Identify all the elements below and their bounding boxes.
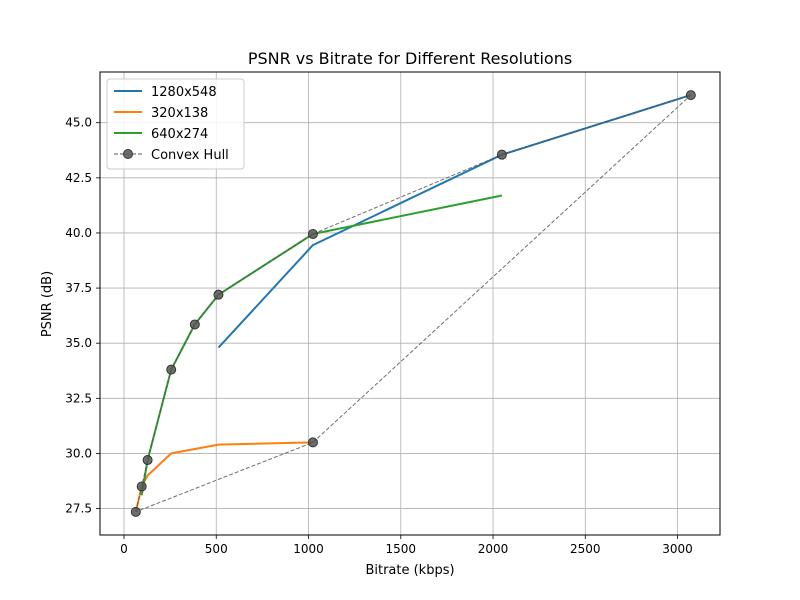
- legend: 1280x548 320x138 640x274 Convex Hull: [106, 78, 245, 170]
- x-axis-label: Bitrate (kbps): [365, 563, 454, 578]
- y-tick-label: 30.0: [65, 446, 92, 460]
- legend-label: 640x274: [151, 127, 208, 142]
- convex-hull-point: [307, 437, 318, 448]
- y-tick-label: 32.5: [65, 391, 92, 405]
- plot-series: [130, 90, 696, 517]
- convex-hull-point: [130, 506, 141, 517]
- axis-ticks: 0 500 1000 1500 2000 2500 3000 27.5 30.0 32.5 35.0…: [65, 116, 693, 556]
- legend-swatch-marker: [123, 149, 133, 159]
- y-tick-label: 40.0: [65, 226, 92, 240]
- convex-hull-point: [142, 455, 153, 466]
- y-tick-label: 27.5: [65, 502, 92, 516]
- legend-box: [106, 78, 245, 170]
- convex-hull-point: [136, 481, 147, 492]
- convex-hull-point: [213, 289, 224, 300]
- x-tick-label: 500: [205, 542, 228, 556]
- y-tick-label: 45.0: [65, 116, 92, 130]
- chart-title: PSNR vs Bitrate for Different Resolution…: [248, 49, 572, 68]
- axes-frame: [99, 71, 721, 536]
- legend-label: Convex Hull: [151, 148, 229, 163]
- x-tick-label: 2500: [570, 542, 601, 556]
- convex-hull-point: [685, 90, 696, 101]
- y-tick-label: 37.5: [65, 281, 92, 295]
- convex-hull-point: [189, 319, 200, 330]
- grid: [100, 72, 720, 535]
- x-tick-label: 0: [120, 542, 128, 556]
- convex-hull-point: [307, 229, 318, 240]
- legend-label: 1280x548: [151, 85, 217, 100]
- y-tick-label: 35.0: [65, 336, 92, 350]
- x-tick-label: 1500: [386, 542, 417, 556]
- y-axis-label: PSNR (dB): [40, 271, 55, 337]
- x-tick-label: 1000: [293, 542, 324, 556]
- convex-hull-point: [496, 149, 507, 160]
- x-tick-label: 3000: [662, 542, 693, 556]
- x-tick-label: 2000: [478, 542, 509, 556]
- convex-hull-point: [166, 364, 177, 375]
- y-tick-label: 42.5: [65, 171, 92, 185]
- legend-label: 320x138: [151, 106, 208, 121]
